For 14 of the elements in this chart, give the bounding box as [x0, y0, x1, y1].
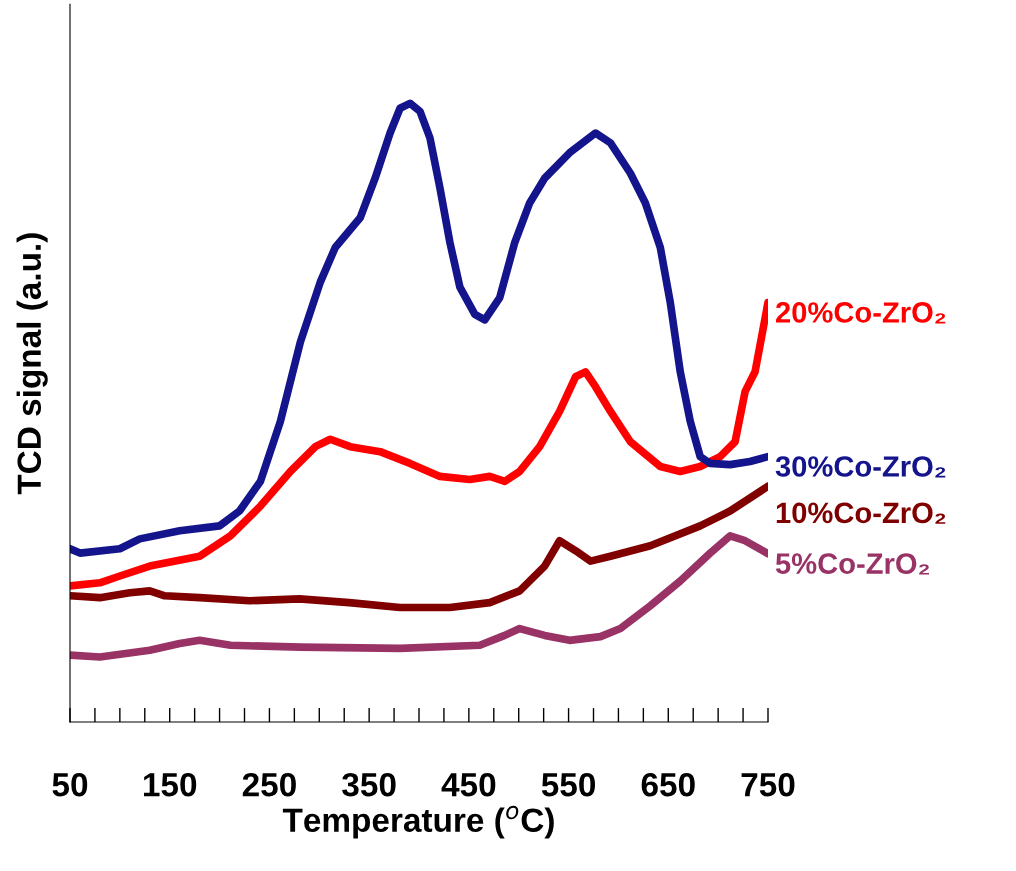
x-tick-label: 150	[144, 772, 197, 797]
series-label: 20%Co-ZrO₂	[775, 302, 946, 324]
series-label: 10%Co-ZrO₂	[776, 502, 946, 524]
y-axis-title: TCD signal (a.u.)	[16, 233, 48, 495]
x-tick-label: 50	[52, 772, 88, 797]
x-tick-label: 750	[741, 772, 795, 797]
series-label: 30%Co-ZrO₂	[775, 456, 946, 478]
x-tick-label: 350	[342, 772, 396, 797]
x-axis-title: Temperature ($^{o}$C)	[282, 805, 554, 839]
x-tick-label: 250	[242, 772, 296, 797]
x-tick-label: 550	[541, 772, 596, 797]
x-tick-label: 650	[641, 772, 695, 797]
x-tick-label: 450	[441, 772, 496, 797]
series-label: 5%Co-ZrO₂	[775, 553, 930, 575]
